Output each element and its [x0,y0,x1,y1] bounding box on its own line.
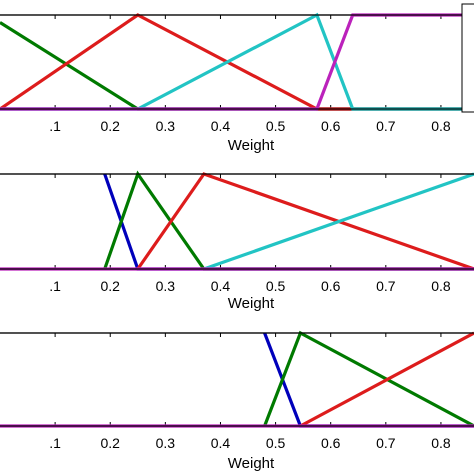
series-line [203,172,474,271]
panel-3: .1 0.2 0.3 0.4 0.5 0.6 0.7 0.8 Weight [0,330,474,472]
plot-frame [0,173,474,270]
x-tick-label: 0.4 [211,435,231,451]
panels: .1 0.2 0.3 0.4 0.5 0.6 0.7 0.8 Weight .1 0.2 0.3 0.4… [0,3,474,472]
x-tick-label: 0.4 [211,118,231,134]
x-axis-label: Weight [228,137,275,154]
legend-box [461,3,474,113]
x-tick-label: 0.6 [321,278,341,294]
x-tick-label: 0.2 [100,118,120,134]
x-tick-label: 0.3 [156,278,176,294]
x-tick-label: 0.4 [211,278,231,294]
x-tick-label: .1 [49,435,61,451]
x-tick-label: 0.7 [376,278,396,294]
x-tick-label: 0.8 [431,435,451,451]
series-line [299,331,474,428]
x-tick-label: 0.7 [376,435,396,451]
panel-1: .1 0.2 0.3 0.4 0.5 0.6 0.7 0.8 Weight [0,3,474,154]
panel-2: .1 0.2 0.3 0.4 0.5 0.6 0.7 0.8 Weight [0,170,474,312]
x-tick-label: .1 [49,118,61,134]
x-tick-label: 0.5 [266,118,286,134]
plot-area [0,332,474,427]
x-axis-label: Weight [228,295,275,312]
x-tick-label: 0.8 [431,118,451,134]
x-tick-label: 0.6 [321,118,341,134]
x-tick-label: 0.3 [156,118,176,134]
x-tick-label: 0.8 [431,278,451,294]
x-tick-label: 0.2 [100,435,120,451]
plot-area [0,173,474,270]
plot-area [0,14,474,110]
x-tick-label: 0.5 [266,278,286,294]
plot-frame [0,14,474,110]
x-tick-label: 0.2 [100,278,120,294]
x-tick-label: 0.5 [266,435,286,451]
x-tick-label: 0.7 [376,118,396,134]
x-tick-label: 0.3 [156,435,176,451]
x-tick-label: .1 [49,278,61,294]
x-axis-label: Weight [228,455,275,472]
x-tick-label: 0.6 [321,435,341,451]
plot-frame [0,332,474,427]
